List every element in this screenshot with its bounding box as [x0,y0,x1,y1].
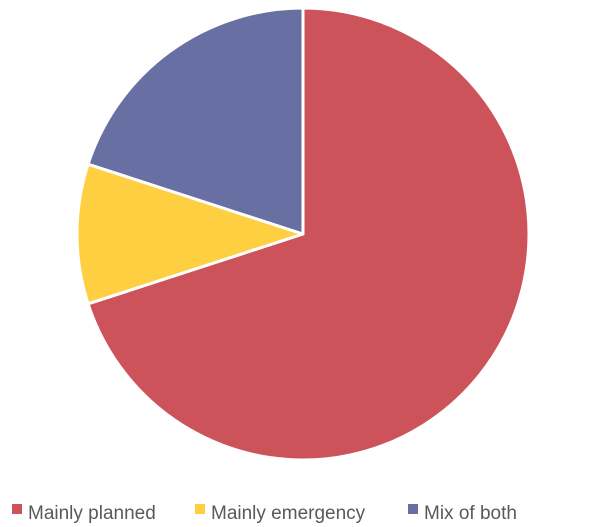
legend-item-mix-of-both: Mix of both [408,503,517,524]
legend-swatch [408,504,418,514]
legend-label: Mainly emergency [211,503,366,524]
pie-slice-mainly-planned [86,6,531,462]
legend-label: Mainly planned [28,503,156,524]
pie-slices [75,6,531,462]
legend: Mainly planned Mainly emergency Mix of bot… [12,503,517,524]
pie-slice-mix-of-both [86,6,305,236]
legend-item-mainly-planned: Mainly planned [12,503,156,524]
legend-swatch [195,504,205,514]
legend-item-mainly-emergency: Mainly emergency [195,503,366,524]
legend-swatch [12,504,22,514]
pie-slice-mainly-emergency [75,162,305,306]
legend-label: Mix of both [424,503,517,524]
